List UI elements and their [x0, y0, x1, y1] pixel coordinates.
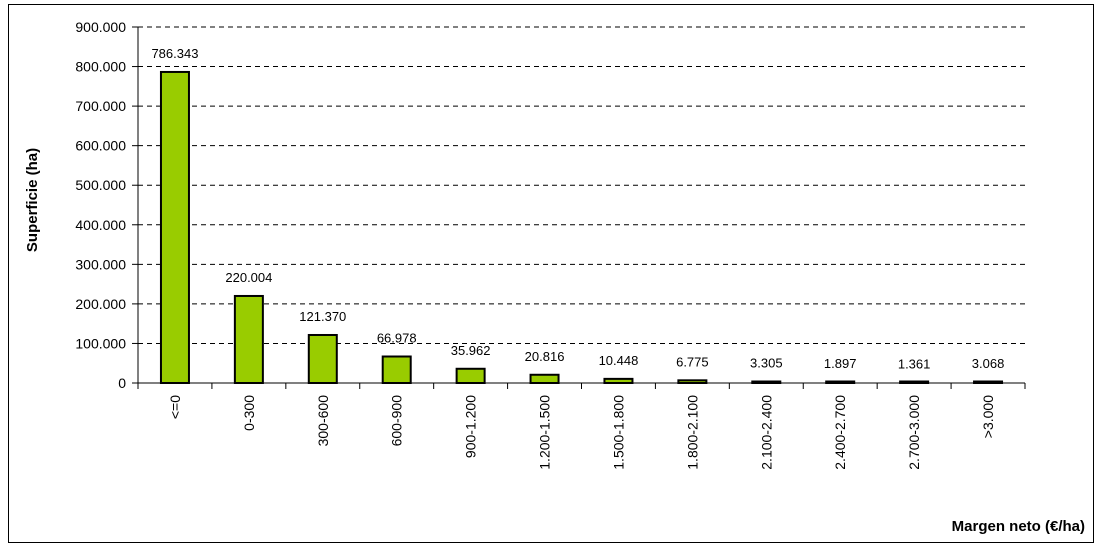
- x-tick-label: 1.500-1.800: [610, 395, 626, 470]
- x-tick-label: 2.700-3.000: [906, 395, 922, 470]
- bar-8: [751, 380, 782, 384]
- data-label: 3.305: [750, 356, 783, 371]
- data-label: 121.370: [299, 309, 346, 324]
- bar-11: [973, 380, 1004, 384]
- y-tick-label: 600.000: [75, 138, 126, 154]
- bar-5: [529, 373, 560, 384]
- x-tick-label: 600-900: [389, 395, 405, 447]
- y-tick-label: 100.000: [75, 335, 126, 351]
- x-tick-label: 2.400-2.700: [832, 395, 848, 470]
- data-label: 20.816: [525, 349, 565, 364]
- x-tick-label: 0-300: [241, 395, 257, 431]
- bar-6: [603, 377, 634, 385]
- bar-9: [825, 380, 856, 384]
- y-tick-label: 400.000: [75, 217, 126, 233]
- y-tick-label: 700.000: [75, 98, 126, 114]
- bar-0: [159, 70, 190, 384]
- bar-3: [381, 355, 412, 384]
- x-axis-title: Margen neto (€/ha): [952, 518, 1085, 535]
- y-tick-label: 800.000: [75, 59, 126, 75]
- x-tick-label: <=0: [167, 395, 183, 419]
- bar-1: [233, 294, 264, 384]
- y-tick-label: 900.000: [75, 19, 126, 35]
- data-label: 35.962: [451, 343, 491, 358]
- y-tick-label: 500.000: [75, 177, 126, 193]
- bars: [159, 70, 1004, 385]
- data-label: 6.775: [676, 354, 709, 369]
- y-axis-title: Superficie (ha): [24, 148, 41, 252]
- bar-4: [455, 367, 486, 384]
- data-label: 1.897: [824, 356, 857, 371]
- x-tick-label: 1.800-2.100: [684, 395, 700, 470]
- x-tick-label: 2.100-2.400: [758, 395, 774, 470]
- x-tick-label: 1.200-1.500: [537, 395, 553, 470]
- x-tick-label: 300-600: [315, 395, 331, 447]
- data-label: 66.978: [377, 331, 417, 346]
- data-label: 3.068: [972, 356, 1005, 371]
- gridlines: [138, 26, 1025, 344]
- labels: 786.343 <=0 220.004 0-300 121.370 300-600 66.9…: [151, 46, 1004, 470]
- bar-2: [307, 333, 338, 385]
- data-label: 786.343: [151, 46, 198, 61]
- axes: 0 100.000 200.000 300.000 400.000 500.000 600.…: [75, 19, 1026, 391]
- y-tick-label: 200.000: [75, 296, 126, 312]
- x-tick-label: 900-1.200: [463, 395, 479, 458]
- bar-7: [677, 379, 708, 384]
- data-label: 10.448: [599, 353, 639, 368]
- data-label: 220.004: [225, 270, 272, 285]
- bar-10: [899, 380, 930, 384]
- data-label: 1.361: [898, 356, 931, 371]
- y-tick-label: 300.000: [75, 256, 126, 272]
- x-tick-label: >3.000: [980, 395, 996, 438]
- y-tick-label: 0: [118, 375, 126, 391]
